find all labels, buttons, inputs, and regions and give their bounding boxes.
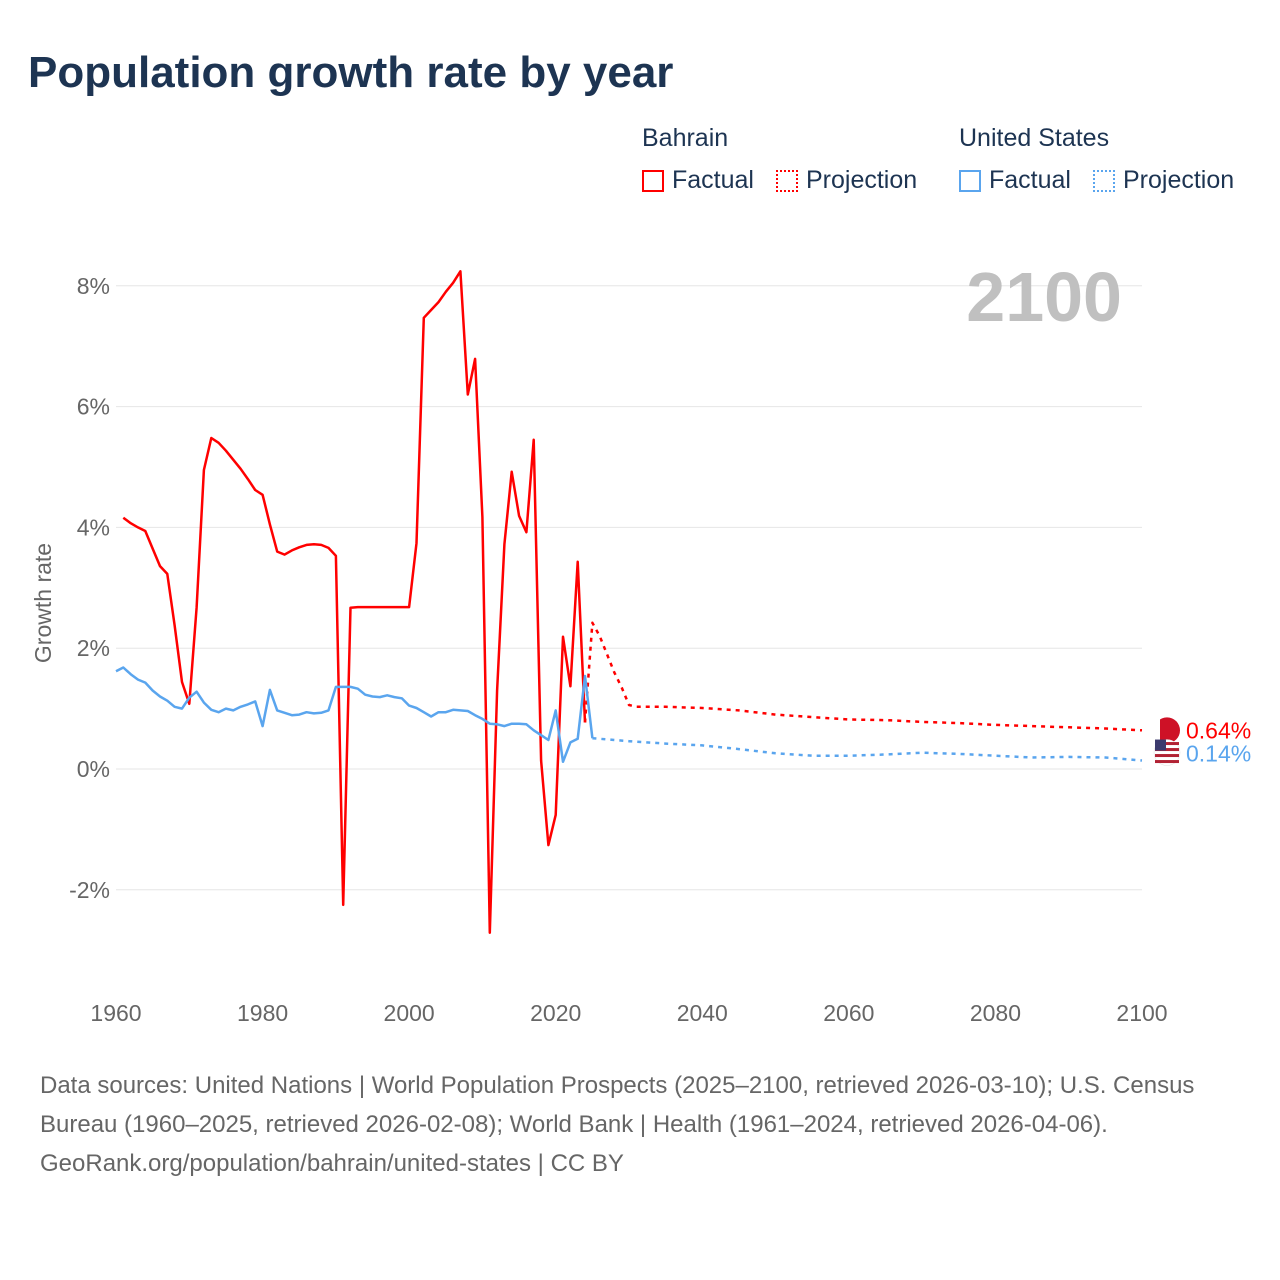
end-label-bahrain: 0.64% bbox=[1186, 717, 1251, 743]
legend-swatch-dotted bbox=[776, 169, 798, 192]
legend-label: Projection bbox=[1123, 166, 1235, 194]
x-tick-label: 2040 bbox=[677, 1000, 728, 1026]
legend-us-factual[interactable]: Factual bbox=[959, 166, 1071, 195]
x-tick-label: 2060 bbox=[823, 1000, 874, 1026]
legend-swatch-dotted bbox=[1093, 169, 1115, 192]
x-tick-label: 1980 bbox=[237, 1000, 288, 1026]
series-line-bahrain-factual bbox=[122, 270, 587, 934]
series-line-bahrain-projection bbox=[583, 621, 1143, 732]
x-tick-label: 2000 bbox=[384, 1000, 435, 1026]
y-tick-label: 6% bbox=[77, 394, 110, 420]
us-flag-icon-stripe bbox=[1155, 748, 1179, 752]
y-tick-label: 0% bbox=[77, 756, 110, 782]
legend-group-bahrain: Bahrain bbox=[642, 124, 729, 152]
credit-link[interactable]: GeoRank.org/population/bahrain/united-st… bbox=[40, 1150, 624, 1177]
x-tick-label: 2020 bbox=[530, 1000, 581, 1026]
legend-bahrain-factual[interactable]: Factual bbox=[642, 166, 754, 195]
legend-label: Projection bbox=[806, 166, 918, 194]
bahrain-flag-icon bbox=[1154, 717, 1180, 744]
y-axis-label: Growth rate bbox=[30, 543, 56, 663]
data-sources: Data sources: United Nations | World Pop… bbox=[40, 1072, 1195, 1138]
end-label-united-states: 0.14% bbox=[1186, 741, 1251, 767]
legend-bahrain-projection[interactable]: Projection bbox=[776, 166, 917, 195]
series-line-united-states-projection bbox=[592, 736, 1143, 762]
y-tick-label: 2% bbox=[77, 635, 110, 661]
x-tick-label: 2100 bbox=[1116, 1000, 1167, 1026]
us-flag-icon-stripe bbox=[1155, 760, 1179, 764]
legend-label: Factual bbox=[672, 166, 754, 194]
y-tick-label: 4% bbox=[77, 514, 110, 540]
chart-title: Population growth rate by year bbox=[28, 48, 674, 97]
us-flag-icon-stripe bbox=[1155, 754, 1179, 758]
footer: Data sources: United Nations | World Pop… bbox=[40, 1066, 1230, 1183]
bahrain-flag-icon-stripe bbox=[1154, 717, 1160, 744]
legend-swatch-solid bbox=[959, 169, 981, 192]
x-tick-label: 2080 bbox=[970, 1000, 1021, 1026]
legend-group-united-states: United States bbox=[959, 124, 1110, 152]
legend-us-projection[interactable]: Projection bbox=[1093, 166, 1234, 195]
x-tick-label: 1960 bbox=[90, 1000, 141, 1026]
legend-label: Factual bbox=[989, 166, 1071, 194]
y-tick-label: 8% bbox=[77, 273, 110, 299]
line-chart: 8% 6% 4% 2% 0% -2% 1960 1980 2000 2020 2040 2060 208… bbox=[30, 258, 1251, 1026]
us-flag-icon-canton bbox=[1155, 739, 1166, 751]
y-tick-label: -2% bbox=[69, 877, 110, 903]
year-label: 2100 bbox=[966, 258, 1122, 336]
legend-swatch-solid bbox=[642, 169, 664, 192]
us-flag-icon-stripe bbox=[1155, 742, 1179, 746]
series-line-united-states-factual bbox=[115, 666, 594, 764]
